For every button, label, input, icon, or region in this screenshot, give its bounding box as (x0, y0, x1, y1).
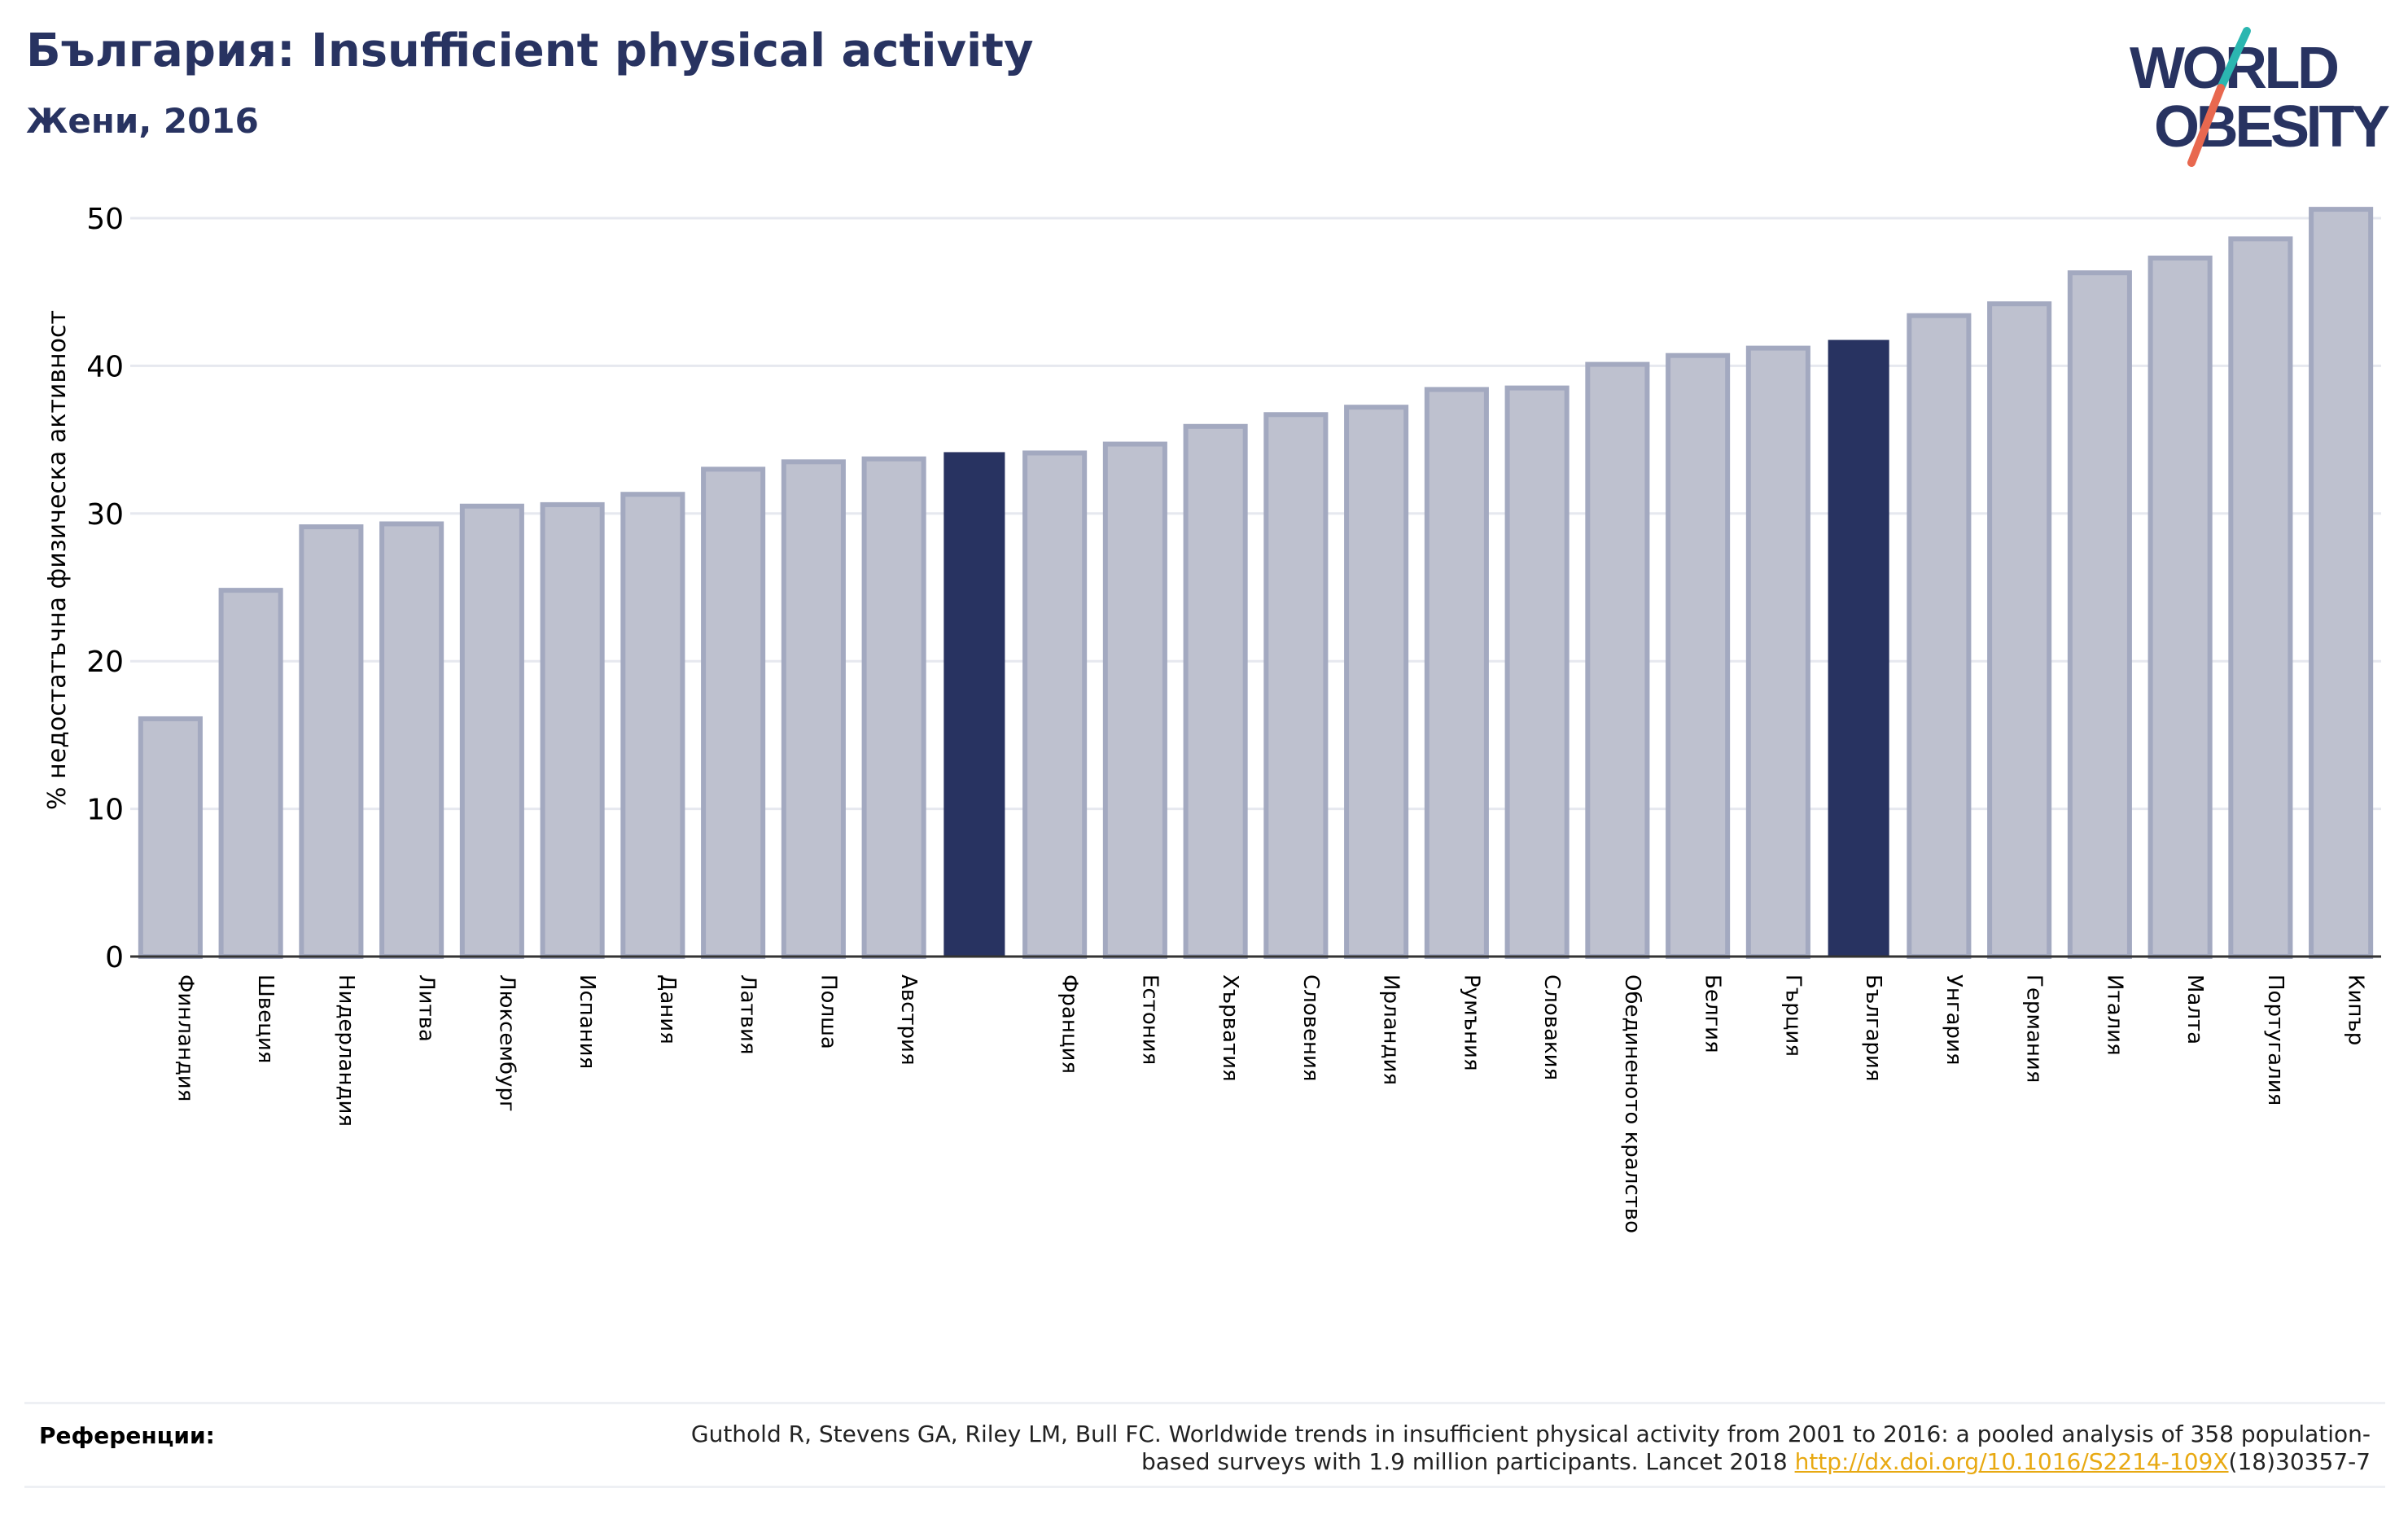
bar (701, 466, 766, 959)
bar (1907, 313, 1972, 959)
chart-title: България: Insufficient physical activity (26, 24, 1034, 77)
x-tick-label: България (1861, 974, 1885, 1081)
bar (2067, 270, 2132, 960)
x-tick-label: Австрия (896, 974, 921, 1066)
logo-word-world: WORLD (2130, 36, 2340, 101)
x-tick-label: Франция (1057, 974, 1082, 1074)
logo-slash-coral (2187, 84, 2225, 167)
references-text: Guthold R, Stevens GA, Riley LM, Bull FC… (661, 1421, 2371, 1476)
x-tick-label: Словакия (1539, 974, 1564, 1080)
bar-highlighted (1828, 339, 1889, 957)
bar (781, 459, 846, 959)
bar (2309, 207, 2374, 959)
x-tick-label: Литва (414, 974, 439, 1042)
bar (138, 716, 203, 959)
y-tick-label: 10 (86, 794, 124, 827)
x-tick-label: Кипър (2344, 974, 2368, 1045)
bar (1666, 352, 1731, 959)
bar (1745, 345, 1810, 959)
x-tick-label: Латвия (736, 974, 760, 1055)
x-tick-label: Обединеното кралство (1620, 974, 1644, 1233)
x-tick-label: Португалия (2263, 974, 2288, 1106)
y-tick-label: 30 (86, 498, 124, 532)
y-tick-label: 0 (105, 941, 124, 974)
bar (1504, 385, 1570, 959)
y-tick-label: 20 (86, 646, 124, 679)
bar-chart: 0 10 20 30 40 50 Финландия Швеция Нидерландия Лит… (43, 203, 2381, 1233)
bar (1344, 405, 1409, 959)
bar (540, 501, 605, 959)
x-tick-label: Полша (816, 974, 840, 1049)
logo-slash-teal (2217, 27, 2251, 92)
references-citation: Guthold R, Stevens GA, Riley LM, Bull FC… (690, 1421, 2371, 1475)
bar (1183, 423, 1248, 959)
x-tick-label: Хърватия (1218, 974, 1242, 1082)
references-citation-suffix: (18)30357-7 (2228, 1448, 2371, 1475)
x-tick-label: Естония (1137, 974, 1162, 1065)
x-tick-label: Словения (1298, 974, 1323, 1082)
axes: 0 10 20 30 40 50 Финландия Швеция Нидерландия Лит… (86, 203, 2381, 1233)
x-tick-label: Гърция (1780, 974, 1805, 1057)
x-tick-label: Дания (655, 974, 680, 1044)
bars (138, 207, 2374, 960)
x-tick-label: Румъния (1459, 974, 1483, 1071)
y-axis-label: % недостатъчна физическа активност (43, 310, 72, 810)
bar (379, 521, 444, 959)
bar (1987, 301, 2052, 960)
bar-highlighted (943, 452, 1005, 957)
x-tick-label: Унгария (1942, 974, 1966, 1065)
bar (620, 492, 685, 959)
references-box: Референции: Guthold R, Stevens GA, Riley… (24, 1402, 2385, 1488)
bar (1022, 450, 1088, 959)
x-tick-label: Люксембург (494, 974, 519, 1112)
bar (861, 456, 926, 959)
y-tick-label: 40 (86, 350, 124, 383)
references-doi-link[interactable]: http://dx.doi.org/10.1016/S2214-109X (1794, 1448, 2229, 1475)
bar (299, 524, 364, 959)
references-label: Референции: (39, 1422, 215, 1449)
bar (1585, 361, 1650, 959)
x-tick-label: Италия (2102, 974, 2126, 1056)
x-tick-label: Белгия (1701, 974, 1725, 1053)
x-tick-label: Германия (2022, 974, 2047, 1083)
bar (1263, 412, 1329, 959)
x-tick-label: Финландия (173, 974, 197, 1101)
bar (459, 503, 524, 959)
world-obesity-logo: WORLD OBESITY (2130, 27, 2390, 167)
x-tick-label: Малта (2183, 974, 2207, 1044)
x-tick-label: Нидерландия (334, 974, 358, 1127)
bar (2147, 255, 2213, 959)
x-tick-label: Швеция (253, 974, 278, 1063)
bar (1424, 387, 1489, 959)
bar (218, 588, 283, 959)
bar (2228, 236, 2293, 959)
x-tick-label: Испания (575, 974, 599, 1069)
x-tick-label: Ирландия (1379, 974, 1403, 1085)
y-tick-label: 50 (86, 203, 124, 236)
chart-subtitle: Жени, 2016 (26, 101, 259, 141)
bar (1102, 441, 1167, 959)
